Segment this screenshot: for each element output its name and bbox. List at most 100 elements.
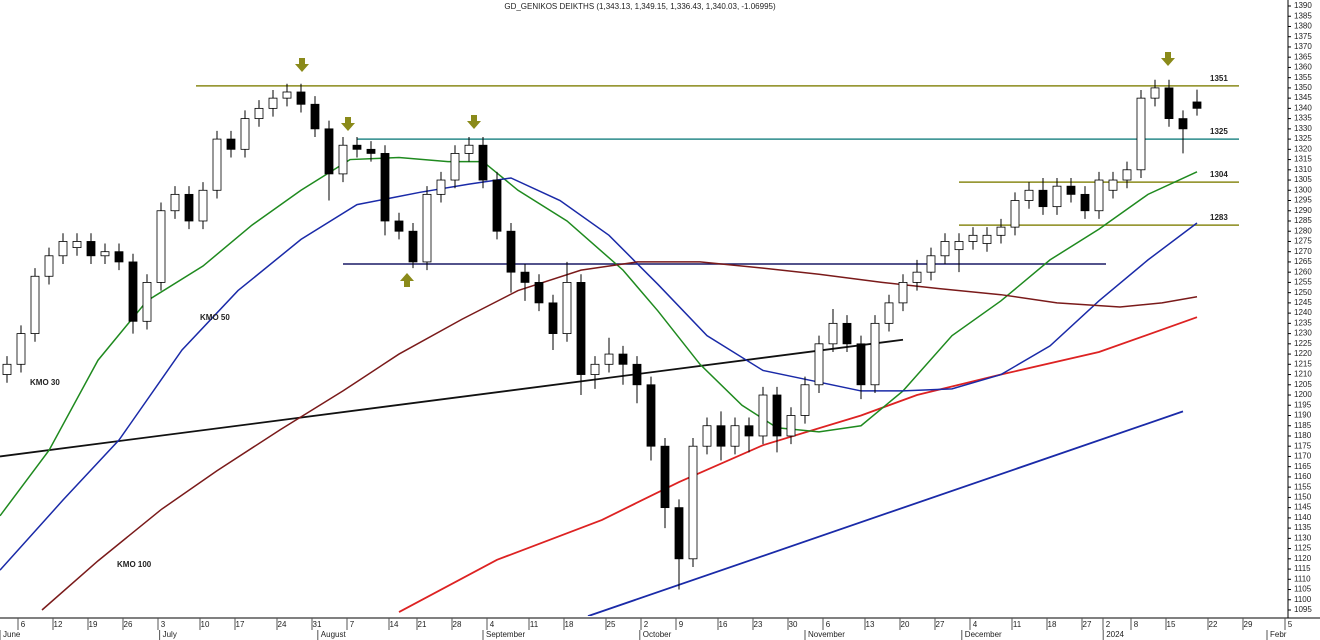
candle-body: [58, 241, 68, 257]
candle-body: [1094, 179, 1104, 212]
candle-body: [86, 241, 96, 257]
month-label: November: [808, 630, 845, 639]
y-tick-label: 1165: [1294, 462, 1312, 471]
trend-line: [398, 316, 1198, 613]
candle-body: [366, 148, 376, 154]
trend-line: [587, 410, 1184, 616]
candle-body: [128, 261, 138, 322]
candle-body: [212, 138, 222, 191]
y-tick-label: 1260: [1294, 267, 1312, 276]
month-label: 2024: [1106, 630, 1124, 639]
y-tick-label: 1110: [1294, 574, 1311, 583]
y-tick-label: 1200: [1294, 390, 1312, 399]
y-tick-label: 1310: [1294, 165, 1312, 174]
x-tick-label: 6: [826, 620, 831, 629]
y-tick-label: 1155: [1294, 482, 1312, 491]
candle-body: [450, 153, 460, 181]
candle-body: [422, 193, 432, 263]
series-label: KMO 30: [30, 378, 60, 387]
y-tick-label: 1275: [1294, 237, 1312, 246]
arrows: [295, 52, 1175, 287]
y-tick-label: 1100: [1294, 595, 1312, 604]
x-tick-label: 19: [89, 620, 98, 629]
x-tick-label: 26: [124, 620, 133, 629]
candle-body: [1136, 97, 1146, 171]
candle-body: [786, 415, 796, 437]
candle-body: [618, 353, 628, 365]
level-label: 1283: [1210, 213, 1228, 222]
y-tick-label: 1315: [1294, 155, 1312, 164]
candle-body: [730, 425, 740, 447]
x-tick-label: 11: [530, 620, 539, 629]
month-label: June: [3, 630, 21, 639]
y-tick-label: 1360: [1294, 63, 1312, 72]
candle-body: [436, 179, 446, 195]
x-tick-label: 10: [201, 620, 210, 629]
candle-body: [660, 445, 670, 509]
x-tick-label: 20: [901, 620, 910, 629]
x-tick-label: 2: [1106, 620, 1111, 629]
x-tick-label: 17: [236, 620, 245, 629]
y-tick-label: 1270: [1294, 247, 1312, 256]
candle-body: [926, 255, 936, 273]
y-tick-label: 1190: [1294, 411, 1312, 420]
y-tick-label: 1175: [1294, 441, 1312, 450]
x-tick-label: 22: [1209, 620, 1218, 629]
x-tick-label: 23: [754, 620, 763, 629]
x-tick-label: 24: [278, 620, 287, 629]
trend-line: [0, 338, 904, 458]
y-tick-label: 1215: [1294, 359, 1312, 368]
x-tick-label: 18: [1048, 620, 1057, 629]
x-tick-label: 4: [490, 620, 495, 629]
candle-body: [156, 210, 166, 283]
x-tick-label: 3: [161, 620, 166, 629]
candle-body: [506, 230, 516, 273]
y-tick-label: 1345: [1294, 93, 1312, 102]
y-tick-label: 1115: [1294, 564, 1311, 573]
candle-body: [254, 107, 264, 120]
month-label: August: [321, 630, 347, 639]
y-tick-label: 1140: [1294, 513, 1312, 522]
candle-body: [198, 189, 208, 222]
level-label: 1304: [1210, 170, 1228, 179]
candle-body: [324, 128, 334, 175]
x-tick-label: 16: [719, 620, 728, 629]
candle-body: [800, 384, 810, 416]
y-tick-label: 1280: [1294, 226, 1312, 235]
y-tick-label: 1335: [1294, 114, 1312, 123]
y-tick-label: 1255: [1294, 278, 1312, 287]
x-tick-label: 2: [644, 620, 649, 629]
candle-body: [394, 220, 404, 232]
candle-body: [44, 255, 54, 277]
x-tick-label: 25: [607, 620, 616, 629]
x-tick-label: 21: [418, 620, 427, 629]
x-tick-label: 31: [313, 620, 322, 629]
y-tick-label: 1160: [1294, 472, 1312, 481]
x-tick-label: 11: [1013, 620, 1022, 629]
y-tick-label: 1290: [1294, 206, 1312, 215]
candle-body: [2, 363, 12, 375]
x-tick-label: 4: [973, 620, 978, 629]
candle-body: [380, 153, 390, 222]
y-tick-label: 1210: [1294, 370, 1312, 379]
ma-line: [0, 156, 1198, 517]
month-label: Febr: [1270, 630, 1287, 639]
candle-body: [296, 91, 306, 105]
arrow-down: [341, 117, 355, 131]
candle-body: [548, 302, 558, 334]
candle-body: [310, 103, 320, 130]
candle-body: [1080, 193, 1090, 212]
x-tick-label: 8: [1134, 620, 1139, 629]
candle-body: [1122, 169, 1132, 181]
y-tick-label: 1225: [1294, 339, 1312, 348]
candle-body: [114, 251, 124, 263]
y-tick-label: 1320: [1294, 144, 1312, 153]
y-tick-label: 1185: [1294, 421, 1312, 430]
y-tick-label: 1285: [1294, 216, 1312, 225]
y-tick-label: 1305: [1294, 175, 1312, 184]
y-tick-label: 1375: [1294, 32, 1312, 41]
x-tick-label: 30: [789, 620, 798, 629]
candle-body: [282, 91, 292, 99]
x-tick-label: 14: [390, 620, 399, 629]
